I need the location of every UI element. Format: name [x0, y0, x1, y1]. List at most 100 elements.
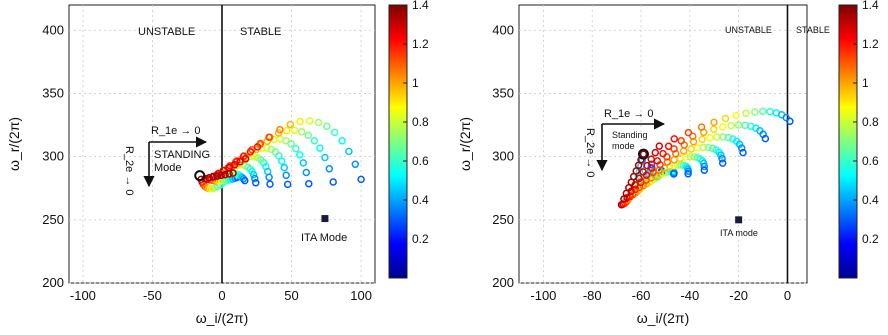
x-tick-label: -50	[143, 288, 162, 303]
left-colorbar-gradient	[388, 4, 408, 279]
right-stable-label: STABLE	[796, 25, 830, 35]
x-tick-label: -20	[729, 288, 748, 303]
data-point	[647, 155, 655, 163]
right-colorbar-ticks: 0.2 0.4 0.6 0.8 1 1.2 1.4	[853, 0, 879, 246]
left-ita-mode-marker	[321, 215, 329, 223]
data-point	[292, 144, 300, 153]
data-point	[296, 117, 304, 126]
right-r1e-label: R_1e → 0	[604, 108, 654, 120]
data-point	[276, 125, 284, 134]
right-standing-label-line2: mode	[612, 141, 635, 151]
data-point	[706, 134, 714, 142]
data-point	[283, 126, 291, 135]
data-point	[241, 155, 250, 163]
data-point	[684, 128, 693, 137]
y-tick-label: 400	[492, 22, 514, 37]
right-data-points	[617, 107, 794, 209]
data-point	[721, 114, 730, 123]
colorbar-tick-label: 0.6	[412, 154, 429, 168]
data-point	[241, 176, 249, 185]
right-ita-mode-marker	[735, 216, 743, 224]
data-point	[263, 144, 271, 152]
left-r1e-label: R_1e → 0	[151, 125, 201, 137]
left-unstable-label: UNSTABLE	[138, 26, 195, 38]
x-tick-label: -100	[70, 288, 96, 303]
colorbar-tick-label: 1	[862, 76, 869, 90]
data-point	[651, 148, 660, 157]
data-point	[299, 159, 308, 167]
data-point	[266, 180, 274, 188]
data-point	[338, 137, 346, 145]
x-tick-label: 0	[218, 288, 225, 303]
left-tick-labels: -100 -50 0 50 100 200 250 300 350 400	[42, 22, 372, 303]
x-tick-label: -80	[583, 288, 602, 303]
colorbar-tick-label: 1.2	[862, 37, 879, 51]
y-tick-label: 250	[42, 212, 64, 227]
colorbar-tick-label: 0.4	[862, 193, 879, 207]
colorbar-tick-label: 1.2	[412, 37, 429, 51]
data-point	[265, 173, 273, 182]
data-point	[225, 170, 233, 178]
colorbar-tick-label: 0.2	[412, 232, 429, 246]
data-point	[278, 157, 286, 165]
data-point	[251, 174, 259, 183]
left-colorbar-ticks: 0.2 0.4 0.6 0.8 1 1.2 1.4	[403, 0, 429, 246]
colorbar-tick-label: 1.4	[862, 0, 879, 12]
data-point	[647, 160, 656, 168]
data-point	[655, 170, 664, 179]
data-point	[330, 128, 339, 137]
left-chart-panel: -100 -50 0 50 100 200 250 300 350 400 UNSTABLE ST…	[6, 4, 376, 326]
colorbar-tick-label: 0.4	[412, 193, 429, 207]
data-point	[213, 172, 221, 180]
right-ita-mode-label: ITA mode	[720, 228, 758, 238]
right-unstable-label: UNSTABLE	[725, 25, 772, 35]
data-point	[655, 142, 664, 150]
data-point	[732, 111, 740, 120]
data-point	[677, 137, 685, 145]
y-tick-label: 350	[492, 85, 514, 100]
data-point	[283, 180, 292, 189]
data-point	[709, 125, 718, 134]
data-point	[699, 159, 708, 168]
data-point	[751, 108, 759, 116]
right-colorbar: 0.2 0.4 0.6 0.8 1 1.2 1.4	[838, 0, 879, 279]
data-point	[698, 135, 706, 144]
data-point	[205, 174, 213, 182]
data-point	[290, 126, 299, 135]
data-point	[217, 171, 225, 180]
data-point	[302, 168, 311, 177]
x-tick-label: 100	[350, 288, 372, 303]
data-point	[742, 109, 750, 118]
left-standing-label-line1: STANDING	[154, 149, 210, 161]
data-point	[314, 118, 323, 127]
data-point	[310, 137, 319, 145]
left-data-points	[197, 117, 365, 193]
data-point	[670, 135, 679, 143]
data-point	[282, 171, 290, 180]
left-y-axis-label: ω_r/(2π)	[6, 117, 22, 171]
y-tick-label: 200	[42, 275, 64, 290]
data-point	[718, 159, 727, 167]
left-standing-label-line2: Mode	[154, 162, 182, 174]
data-point	[684, 167, 693, 175]
data-point	[739, 148, 747, 157]
right-y-axis-label: ω_r/(2π)	[457, 117, 473, 171]
x-tick-label: -60	[632, 288, 651, 303]
left-colorbar: 0.2 0.4 0.6 0.8 1 1.2 1.4	[388, 0, 429, 279]
right-standing-mode-label: Standing mode	[612, 130, 648, 151]
data-point	[316, 144, 324, 152]
data-point	[230, 160, 239, 169]
data-point	[297, 128, 306, 136]
data-point	[717, 151, 725, 159]
right-plot-area	[518, 4, 808, 284]
data-point	[686, 152, 694, 161]
data-point	[697, 123, 706, 131]
left-ita-mode-label: ITA Mode	[301, 232, 347, 244]
right-standing-mode-marker	[637, 148, 649, 160]
colorbar-tick-label: 1	[412, 76, 419, 90]
right-standing-label-line1: Standing	[612, 130, 648, 140]
colorbar-tick-label: 0.8	[412, 115, 429, 129]
data-point	[643, 161, 651, 170]
data-point	[305, 117, 314, 125]
data-point	[700, 166, 709, 174]
